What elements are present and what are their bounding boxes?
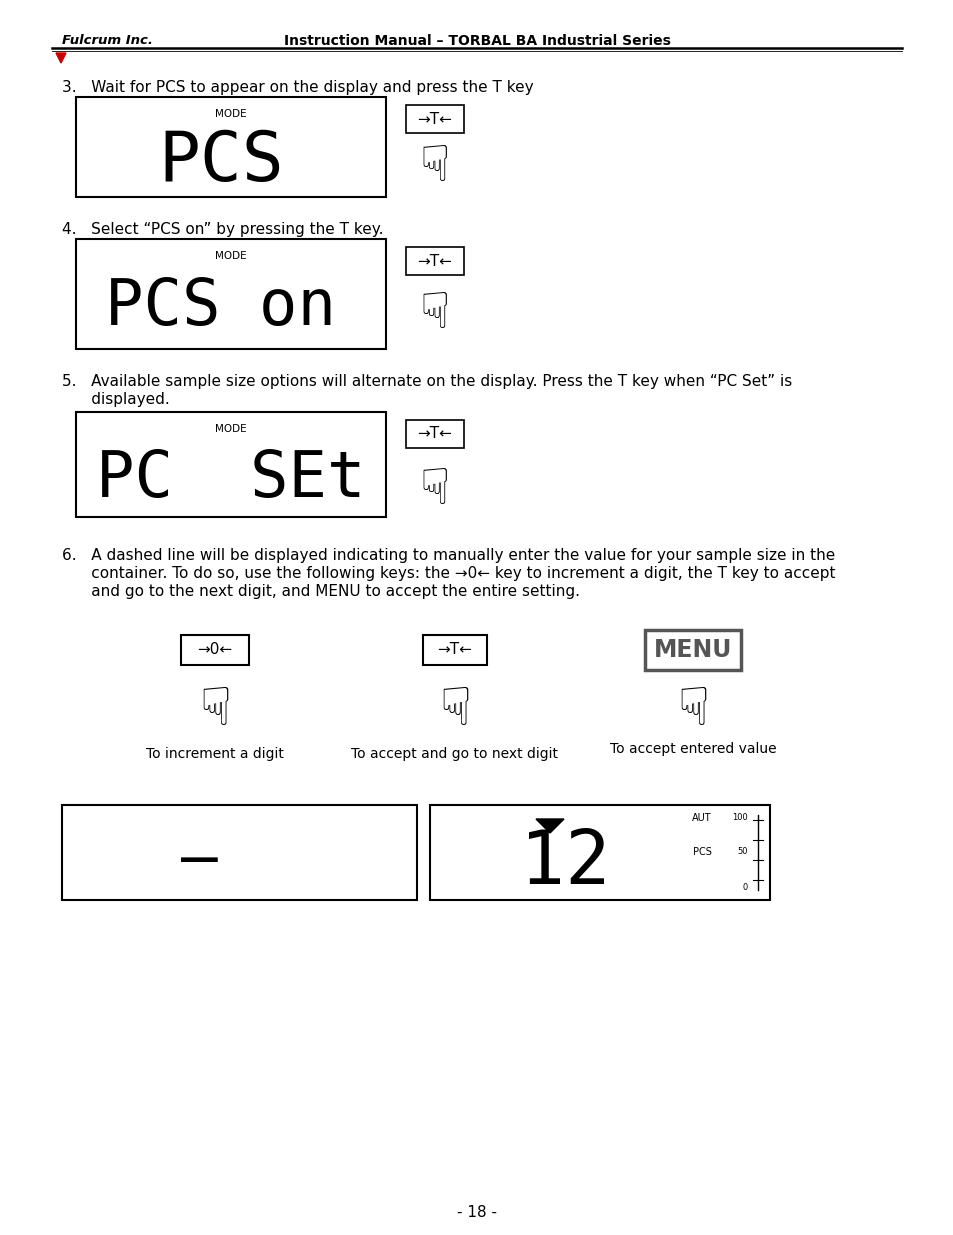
Text: To accept and go to next digit: To accept and go to next digit [351,747,558,761]
Text: –: – [181,830,217,889]
Text: container. To do so, use the following keys: the →0← key to increment a digit, t: container. To do so, use the following k… [62,566,835,580]
Text: displayed.: displayed. [62,391,170,408]
Text: →T←: →T← [417,253,452,268]
Text: →T←: →T← [417,111,452,126]
Text: ☟: ☟ [419,466,450,514]
Text: To increment a digit: To increment a digit [146,747,284,761]
Text: 4.   Select “PCS on” by pressing the T key.: 4. Select “PCS on” by pressing the T key… [62,222,383,237]
Text: and go to the next digit, and MENU to accept the entire setting.: and go to the next digit, and MENU to ac… [62,584,579,599]
Text: PCS: PCS [158,128,283,195]
Text: PC  SEt: PC SEt [96,448,365,510]
Text: 100: 100 [732,814,747,823]
Text: Fulcrum Inc.: Fulcrum Inc. [62,35,152,47]
Text: Instruction Manual – TORBAL BA Industrial Series: Instruction Manual – TORBAL BA Industria… [283,35,670,48]
Text: ☟: ☟ [419,143,450,191]
Bar [181,635,249,664]
Text: 12: 12 [519,826,610,899]
Text: ☟: ☟ [677,684,708,736]
Text: - 18 -: - 18 - [456,1205,497,1220]
Text: To accept entered value: To accept entered value [609,742,776,756]
Bar [76,240,386,350]
Text: ☟: ☟ [438,684,471,736]
Polygon shape [536,819,563,832]
Text: →T←: →T← [417,426,452,441]
Text: MODE: MODE [215,109,247,119]
Text: AUT: AUT [692,813,711,823]
Bar [422,635,486,664]
Text: 50: 50 [737,847,747,857]
Text: 5.   Available sample size options will alternate on the display. Press the T ke: 5. Available sample size options will al… [62,374,791,389]
Text: →T←: →T← [437,642,472,657]
Polygon shape [56,53,66,63]
Text: PCS: PCS [693,847,711,857]
Bar [430,805,769,900]
Text: 0: 0 [742,883,747,893]
Text: 3.   Wait for PCS to appear on the display and press the T key: 3. Wait for PCS to appear on the display… [62,80,533,95]
Bar [76,98,386,198]
Bar [406,247,463,275]
Bar [406,105,463,133]
Text: MODE: MODE [215,424,247,433]
Bar [644,630,740,671]
Text: 6.   A dashed line will be displayed indicating to manually enter the value for : 6. A dashed line will be displayed indic… [62,548,835,563]
Bar [62,805,416,900]
Text: MODE: MODE [215,251,247,261]
Text: MENU: MENU [653,638,731,662]
Text: ☟: ☟ [419,290,450,338]
Text: →0←: →0← [197,642,233,657]
Bar [76,412,386,517]
Bar [406,420,463,448]
Text: PCS on: PCS on [106,275,336,338]
Text: ☟: ☟ [199,684,231,736]
